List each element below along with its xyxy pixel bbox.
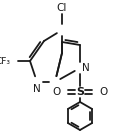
- Text: S: S: [76, 87, 84, 97]
- Text: O: O: [99, 87, 107, 97]
- Text: Cl: Cl: [57, 3, 67, 13]
- Text: CF₃: CF₃: [0, 56, 11, 66]
- Text: N: N: [33, 84, 41, 94]
- Text: N: N: [82, 63, 90, 73]
- Text: O: O: [53, 87, 61, 97]
